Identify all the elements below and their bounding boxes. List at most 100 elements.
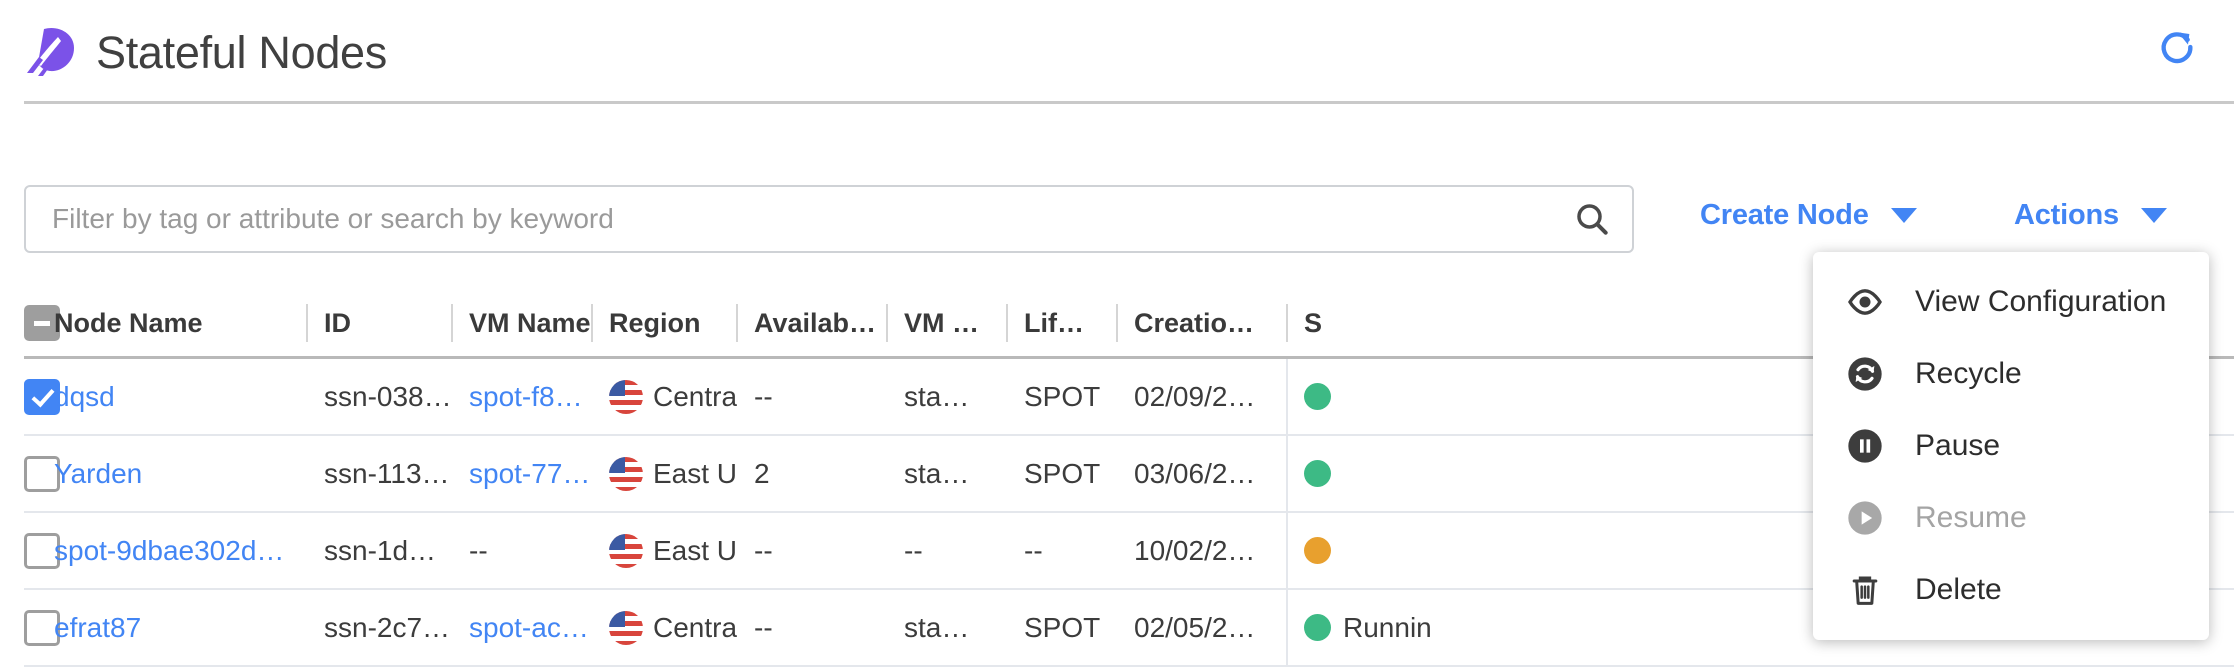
column-header-status[interactable]: S (1304, 290, 1554, 356)
cell-node_name: dqsd (54, 359, 324, 434)
cell-id: ssn-2c7… (324, 590, 469, 665)
column-header-creation_time[interactable]: Creatio… (1134, 290, 1304, 356)
status-indicator-dot (1304, 460, 1331, 487)
status-column-divider (1286, 513, 1288, 588)
column-divider[interactable] (736, 304, 738, 342)
status-column-divider (1286, 590, 1288, 665)
cell-value: 03/06/2… (1134, 457, 1256, 489)
region-label: Centra (653, 380, 738, 412)
cell-value: SPOT (1024, 457, 1101, 489)
search-icon[interactable] (1552, 187, 1632, 251)
cell-vm_name: -- (469, 513, 609, 588)
column-header-vm_name[interactable]: VM Name (469, 290, 609, 356)
cell-lifecycle: SPOT (1024, 590, 1134, 665)
column-divider[interactable] (1286, 304, 1288, 342)
table-row[interactable]: Yarden ssn-113… spot-77… East U 2 sta… SPOT 03/… (24, 436, 2234, 513)
cell-region: East U (609, 513, 754, 588)
cell-vm_name: spot-ac… (469, 590, 609, 665)
column-divider[interactable] (591, 304, 593, 342)
vm-name-link[interactable]: spot-f8… (469, 380, 583, 412)
us-flag-icon (609, 379, 643, 414)
cell-creation_time: 03/06/2… (1134, 436, 1304, 511)
cell-lifecycle: SPOT (1024, 359, 1134, 434)
menu-item-view-configuration[interactable]: View Configuration (1813, 266, 2209, 338)
row-select-checkbox[interactable] (24, 532, 60, 569)
select-all-checkbox-cell (24, 290, 84, 356)
cell-lifecycle: SPOT (1024, 436, 1134, 511)
cell-region: East U (609, 436, 754, 511)
cell-value: sta… (904, 380, 970, 412)
status-indicator-dot (1304, 537, 1331, 564)
menu-item-label: View Configuration (1915, 285, 2167, 318)
play-circle-icon (1843, 496, 1887, 540)
cell-value: -- (754, 380, 773, 412)
cell-status (1304, 359, 1554, 434)
column-header-label: Region (609, 307, 701, 338)
menu-item-label: Pause (1915, 429, 2001, 462)
column-divider[interactable] (451, 304, 453, 342)
create-node-button[interactable]: Create Node (1700, 199, 1917, 232)
cell-id: ssn-113… (324, 436, 469, 511)
menu-item-pause[interactable]: Pause (1813, 410, 2209, 482)
column-header-availability_zone[interactable]: Availab… (754, 290, 904, 356)
menu-item-label: Delete (1915, 573, 2002, 606)
vm-name-link[interactable]: spot-77… (469, 457, 591, 489)
cell-creation_time: 02/05/2… (1134, 590, 1304, 665)
menu-item-delete[interactable]: Delete (1813, 554, 2209, 626)
row-select-checkbox[interactable] (24, 378, 60, 415)
menu-item-recycle[interactable]: Recycle (1813, 338, 2209, 410)
cell-value: -- (904, 534, 923, 566)
column-header-node_name[interactable]: Node Name (54, 290, 324, 356)
eye-icon (1843, 280, 1887, 324)
column-divider[interactable] (1116, 304, 1118, 342)
cell-vm_name: spot-77… (469, 436, 609, 511)
page-title: Stateful Nodes (96, 26, 387, 78)
column-header-region[interactable]: Region (609, 290, 754, 356)
column-divider[interactable] (1006, 304, 1008, 342)
cell-vm_size: sta… (904, 436, 1024, 511)
actions-button[interactable]: Actions (2014, 199, 2167, 232)
row-select-checkbox[interactable] (24, 455, 60, 492)
search-box[interactable] (24, 185, 1634, 253)
us-flag-icon (609, 533, 643, 568)
node-name-link[interactable]: Yarden (54, 457, 143, 489)
cell-value: 2 (754, 457, 770, 489)
menu-item-label: Resume (1915, 501, 2027, 534)
cell-value: sta… (904, 457, 970, 489)
vm-name-link: -- (469, 534, 488, 566)
refresh-icon[interactable] (2154, 24, 2200, 70)
table-row[interactable]: dqsd ssn-038… spot-f8… Centra -- sta… SPOT 02/0… (24, 359, 2234, 436)
vm-name-link[interactable]: spot-ac… (469, 611, 589, 643)
column-header-label: ID (324, 307, 351, 338)
select-all-checkbox[interactable] (24, 305, 60, 341)
region-label: East U (653, 534, 738, 566)
cell-status (1304, 436, 1554, 511)
column-header-id[interactable]: ID (324, 290, 469, 356)
node-name-link[interactable]: efrat87 (54, 611, 142, 643)
row-select-checkbox[interactable] (24, 609, 60, 646)
actions-label: Actions (2014, 199, 2119, 231)
cell-region: Centra (609, 359, 754, 434)
column-divider[interactable] (306, 304, 308, 342)
trash-icon (1843, 568, 1887, 612)
table-row[interactable]: spot-9dbae302d… ssn-1d… -- East U -- -- -- 10/0… (24, 513, 2234, 590)
cell-availability_zone: -- (754, 590, 904, 665)
cell-status: Runnin (1304, 590, 1554, 665)
node-name-link[interactable]: spot-9dbae302d… (54, 534, 285, 566)
cell-value: ssn-2c7… (324, 611, 451, 643)
cell-id: ssn-1d… (324, 513, 469, 588)
cell-value: -- (754, 534, 773, 566)
column-header-vm_size[interactable]: VM … (904, 290, 1024, 356)
recycle-icon (1843, 352, 1887, 396)
search-input[interactable] (26, 189, 1552, 249)
column-divider[interactable] (886, 304, 888, 342)
node-name-link[interactable]: dqsd (54, 380, 115, 412)
column-header-lifecycle[interactable]: Lif… (1024, 290, 1134, 356)
table-header-row: Node Name ID VM Name Region Availab… VM … Lif…… (24, 290, 2234, 359)
us-flag-icon (609, 456, 643, 491)
cell-node_name: Yarden (54, 436, 324, 511)
actions-dropdown-menu[interactable]: View Configuration Recycle Pause Resume Dele… (1813, 252, 2209, 640)
cell-vm_size: -- (904, 513, 1024, 588)
cell-value: -- (1024, 534, 1043, 566)
column-header-label: Lif… (1024, 307, 1084, 338)
